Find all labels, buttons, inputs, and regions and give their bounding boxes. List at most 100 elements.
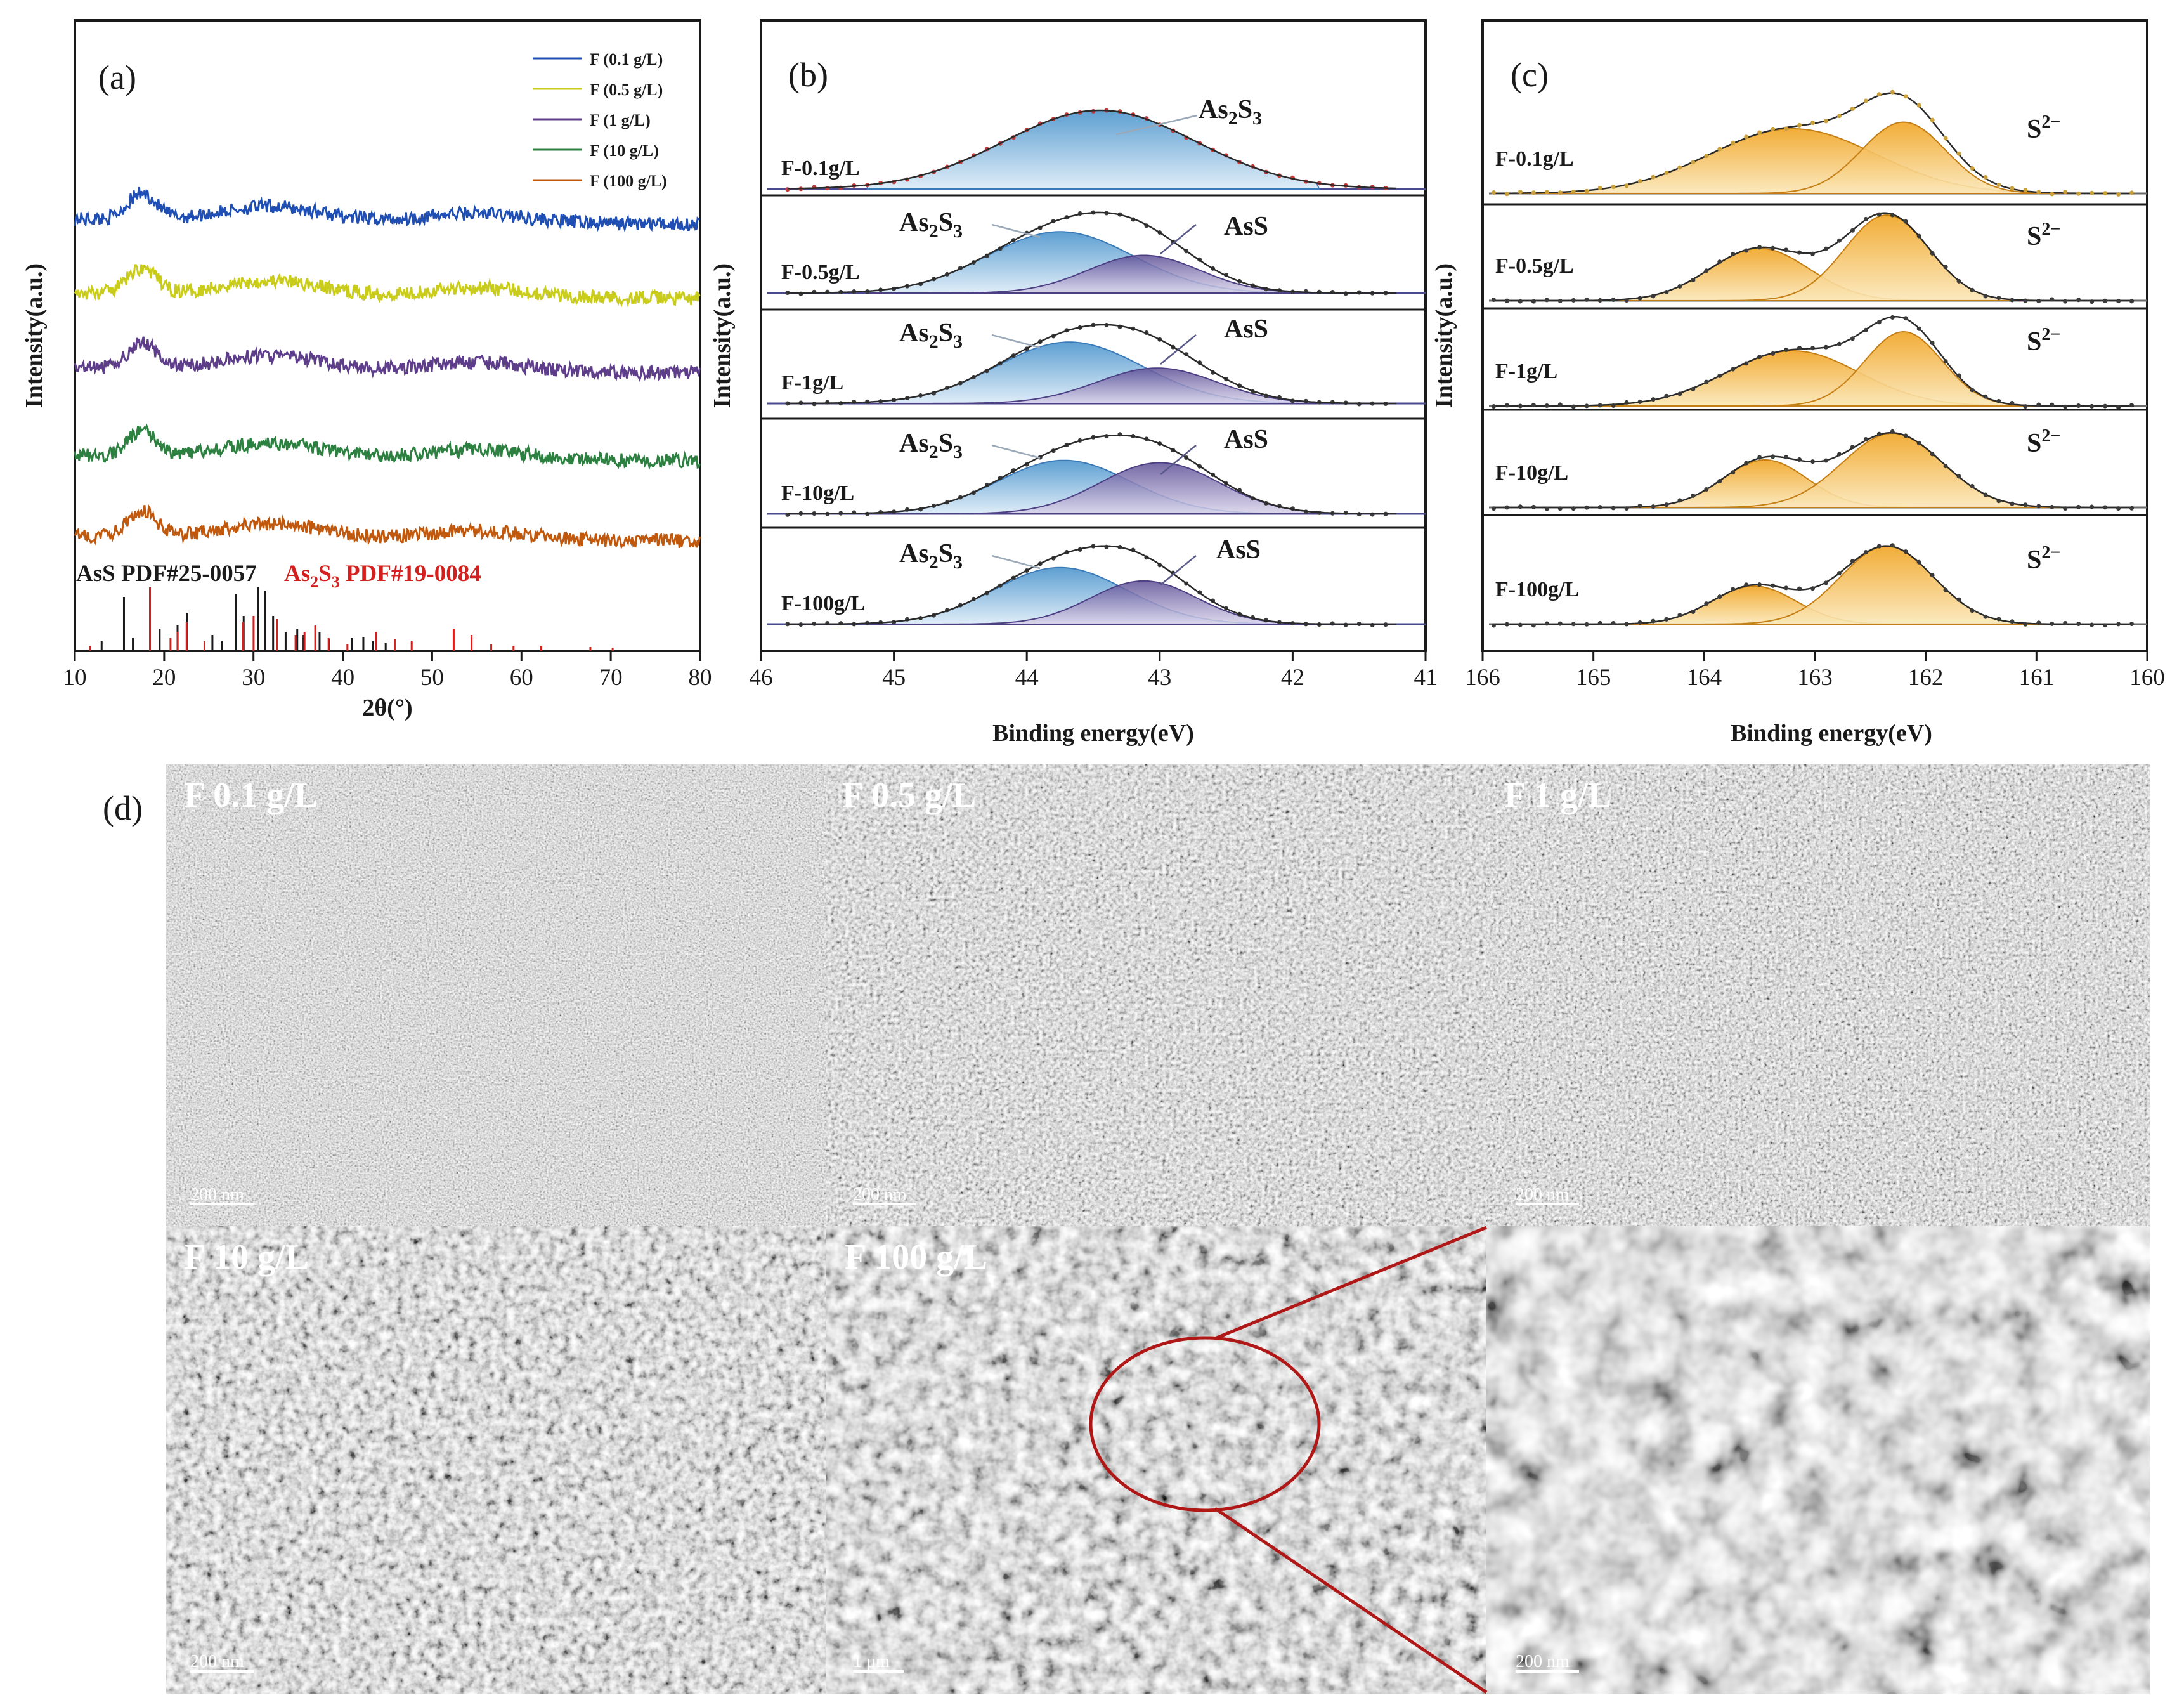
- panel-a-xrd: (a) F (0.1 g/L) F (0.5 g/L) F (1 g/L) F (10…: [21, 19, 712, 721]
- sample-label: F-0.1g/L: [1495, 147, 1574, 171]
- label-leader-as2s3: [1115, 114, 1198, 136]
- sem-title-3: F 1 g/L: [1504, 776, 1611, 815]
- data-point: [2116, 405, 2121, 410]
- data-point: [1717, 373, 1722, 378]
- data-point: [1956, 151, 1961, 156]
- data-point: [1691, 278, 1696, 283]
- data-point: [1850, 559, 1855, 564]
- data-point: [1983, 492, 1988, 497]
- sample-label: F-0.5g/L: [1495, 254, 1574, 278]
- data-point: [1810, 121, 1816, 126]
- data-point: [1863, 216, 1868, 221]
- xps-s-row-1: F-0.1g/L S2−: [1489, 89, 2147, 197]
- data-point: [1744, 134, 1749, 140]
- data-point: [1863, 550, 1868, 555]
- data-point: [1677, 498, 1682, 503]
- ref-as2s3-label: As2S3 PDF#19-0084: [284, 561, 481, 591]
- zoom-line-top: [1214, 1226, 1487, 1340]
- panel-c-xlabel: Binding energy(eV): [1731, 720, 1932, 747]
- data-point: [2116, 622, 2121, 627]
- label-leader-ass: [1160, 445, 1197, 475]
- xps-s-row-2: F-0.5g/L S2−: [1483, 203, 2147, 304]
- fit-peak-ass: [867, 367, 1320, 404]
- data-point: [1491, 297, 1496, 302]
- data-point: [2036, 402, 2041, 407]
- data-point: [1557, 298, 1563, 303]
- x-tick-label-70: 70: [599, 665, 623, 691]
- data-point: [1624, 298, 1629, 303]
- data-point: [1491, 404, 1496, 409]
- x-tick-label-165: 165: [1576, 665, 1611, 691]
- sem-scale-2: 200 nm: [853, 1185, 907, 1205]
- data-point: [1771, 245, 1776, 251]
- data-point: [1850, 445, 1855, 450]
- sem-scale-5: 1 μm: [853, 1652, 890, 1671]
- data-point: [1704, 379, 1709, 384]
- data-point: [2010, 501, 2015, 506]
- data-point: [1557, 621, 1563, 626]
- data-point: [1956, 474, 1961, 479]
- data-point: [1863, 327, 1868, 332]
- data-point: [1876, 92, 1882, 97]
- data-point: [1651, 618, 1656, 624]
- envelope: [787, 545, 1396, 625]
- data-point: [1491, 506, 1496, 511]
- data-point: [1823, 458, 1828, 463]
- zoom-line-bottom: [1214, 1507, 1488, 1694]
- label-ass: AsS: [1224, 212, 1268, 241]
- sem-scale-4: 200 nm: [190, 1652, 244, 1671]
- data-point: [1836, 114, 1842, 119]
- panel-b-xlabel: Binding energy(eV): [992, 720, 1194, 747]
- data-point: [2023, 188, 2028, 193]
- sem-image-3: F 1 g/L 200 nm: [1486, 764, 2150, 1226]
- data-point: [1956, 373, 1961, 378]
- data-point: [1717, 259, 1722, 265]
- data-point: [1691, 386, 1696, 391]
- sample-label: F-1g/L: [781, 371, 843, 395]
- panel-c-ylabel: Intensity(a.u.): [1431, 263, 1457, 408]
- data-point: [1836, 341, 1842, 346]
- data-point: [1810, 586, 1816, 591]
- data-point: [1863, 436, 1868, 441]
- data-point: [1624, 622, 1629, 627]
- data-point: [2076, 298, 2081, 303]
- zoom-region-ellipse: [1089, 1336, 1321, 1512]
- panel-b-x-ticks: 46 45 44 43 42 41: [750, 651, 1438, 691]
- data-point: [1757, 582, 1762, 587]
- data-point: [1784, 455, 1789, 460]
- x-tick-label-43: 43: [1148, 665, 1171, 691]
- data-point: [2010, 186, 2015, 191]
- data-point: [1664, 617, 1669, 622]
- data-point: [2036, 620, 2041, 625]
- data-point: [1557, 506, 1563, 511]
- data-point: [2076, 403, 2081, 409]
- fit-peak-ass: [867, 254, 1320, 294]
- x-tick-label-160: 160: [2129, 665, 2165, 691]
- sem-scale-6: 200 nm: [1516, 1652, 1570, 1671]
- data-point: [2036, 504, 2041, 509]
- xrd-series-2: [74, 264, 701, 308]
- data-point: [1504, 192, 1509, 197]
- data-point: [1531, 299, 1536, 304]
- data-point: [1544, 190, 1549, 195]
- fit-peak-ass: [867, 580, 1320, 625]
- panel-d-label: (d): [103, 789, 143, 827]
- data-point: [1704, 601, 1709, 606]
- data-point: [1584, 403, 1589, 409]
- sample-label: F-10g/L: [1495, 461, 1568, 485]
- data-point: [2050, 402, 2055, 407]
- data-point: [1584, 505, 1589, 510]
- data-point: [1704, 268, 1709, 273]
- data-point: [1637, 620, 1642, 625]
- panel-c-xps-s2p: (c) F-0.1g/LS2−F-0.5g/LS2−F-1g/LS2−F-10g…: [1431, 19, 2165, 747]
- data-point: [1518, 299, 1523, 304]
- data-point: [1597, 403, 1602, 408]
- label-leader-as2s3: [991, 444, 1041, 459]
- data-point: [1771, 454, 1776, 459]
- panel-a-label: (a): [98, 58, 136, 96]
- data-point: [1983, 394, 1988, 399]
- data-point: [1850, 228, 1855, 233]
- data-point: [1903, 433, 1908, 438]
- data-point: [1597, 505, 1602, 510]
- sem-scale-1: 200 nm: [190, 1185, 244, 1205]
